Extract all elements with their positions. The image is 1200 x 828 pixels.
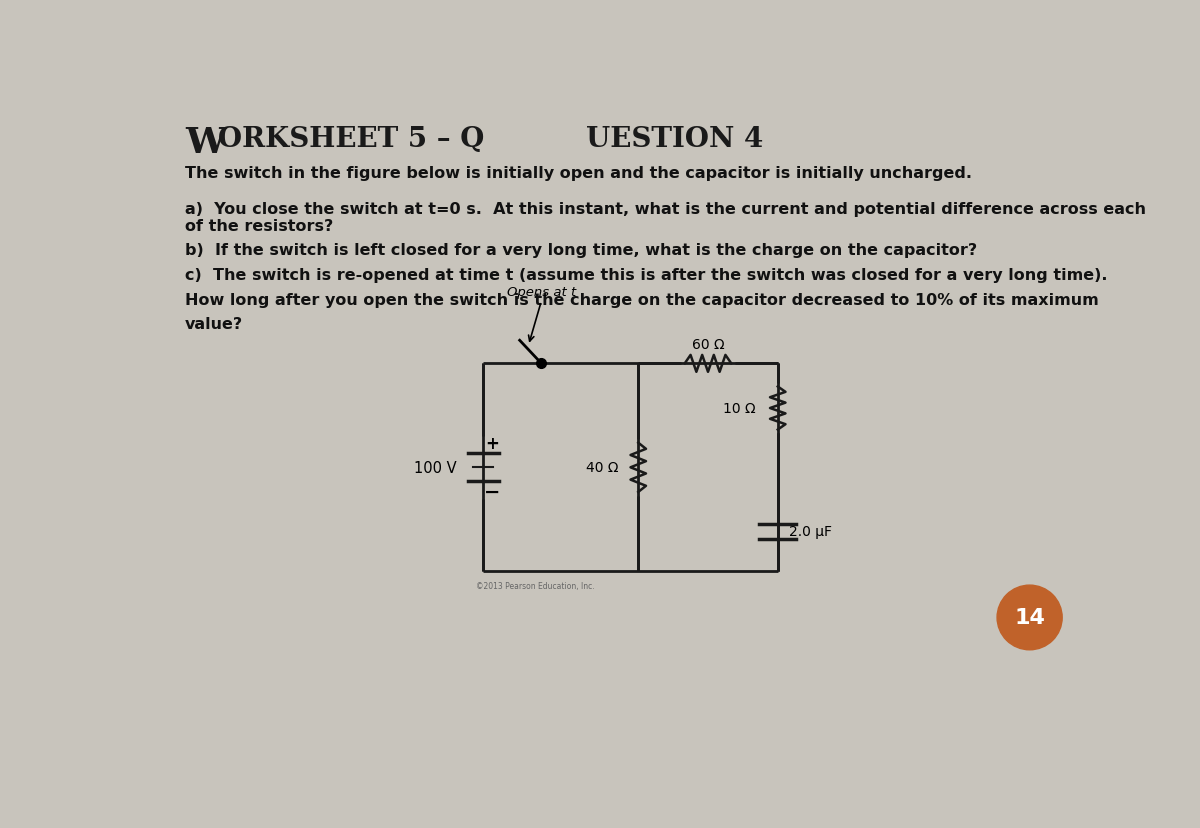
Text: 10 Ω: 10 Ω [724, 402, 756, 416]
Text: 14: 14 [1014, 608, 1045, 628]
Text: a)  You close the switch at t=0 s.  At this instant, what is the current and pot: a) You close the switch at t=0 s. At thi… [185, 202, 1146, 234]
Text: value?: value? [185, 317, 242, 332]
Text: How long after you open the switch is the charge on the capacitor decreased to 1: How long after you open the switch is th… [185, 292, 1099, 307]
Text: b)  If the switch is left closed for a very long time, what is the charge on the: b) If the switch is left closed for a ve… [185, 243, 977, 258]
Text: ORKSHEET 5 – Q: ORKSHEET 5 – Q [218, 126, 485, 152]
Text: 2.0 μF: 2.0 μF [790, 525, 833, 538]
Text: +: + [486, 435, 499, 453]
Text: −: − [485, 482, 500, 501]
Text: c)  The switch is re-opened at time t (assume this is after the switch was close: c) The switch is re-opened at time t (as… [185, 267, 1108, 283]
Text: 60 Ω: 60 Ω [691, 338, 725, 352]
Text: 40 Ω: 40 Ω [587, 460, 619, 474]
Text: 100 V: 100 V [414, 460, 456, 475]
Circle shape [997, 585, 1062, 650]
Text: W: W [185, 126, 226, 160]
Text: UESTION 4: UESTION 4 [586, 126, 763, 152]
Text: Opens at t: Opens at t [506, 286, 576, 299]
Text: ©2013 Pearson Education, Inc.: ©2013 Pearson Education, Inc. [475, 580, 594, 590]
Text: The switch in the figure below is initially open and the capacitor is initially : The switch in the figure below is initia… [185, 166, 972, 181]
